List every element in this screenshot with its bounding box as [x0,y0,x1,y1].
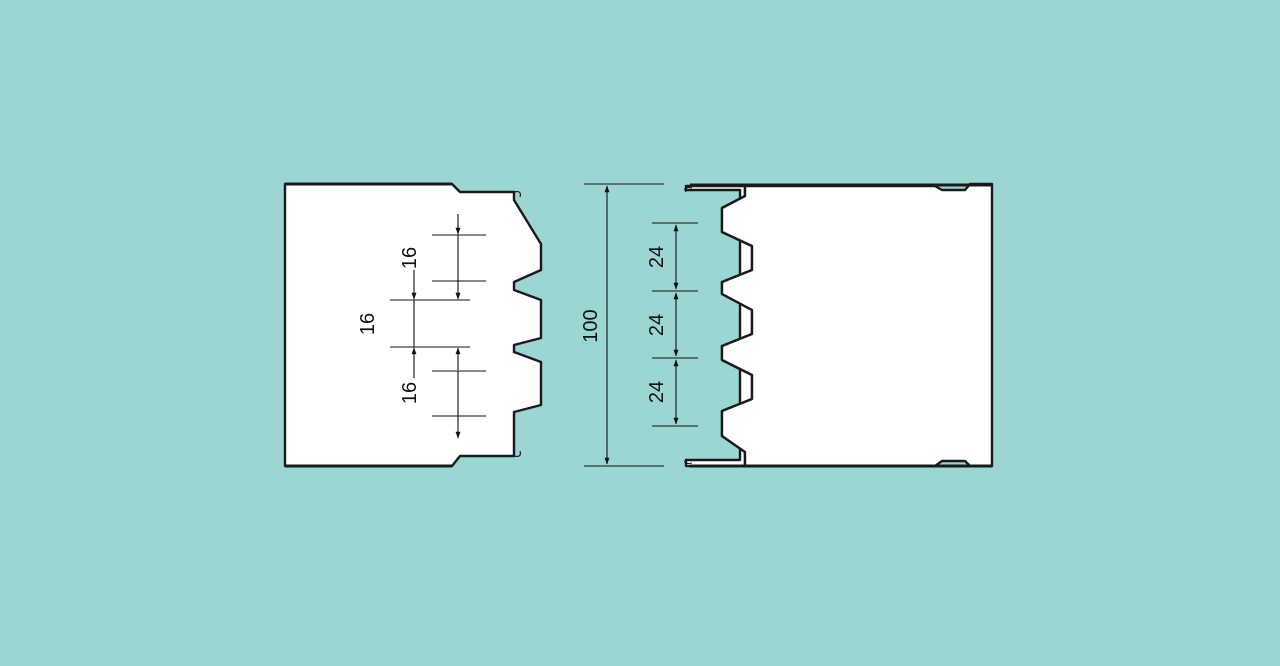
left-top-lip [513,191,521,198]
right-panel-main [720,182,994,468]
overall-dimension-group: 100 [580,183,664,467]
right-dimension-label-2: 24 [646,314,668,336]
right-dimension-group: 24 24 24 [646,222,698,427]
left-dimension-label-2: 16 [357,313,379,335]
right-dimension-label-1: 24 [646,246,668,268]
left-dimension-label-1: 16 [399,247,421,269]
left-dimension-group: 16 16 16 [357,214,486,439]
left-panel [283,182,543,468]
left-bottom-lip [513,450,521,457]
left-panel-body [283,182,543,468]
right-panel [684,182,994,468]
right-bottom-hook [684,458,693,465]
right-top-hook [684,186,693,193]
overall-dimension-label: 100 [580,309,602,342]
right-dimension-label-3: 24 [646,381,668,403]
left-dimension-label-3: 16 [399,382,421,404]
